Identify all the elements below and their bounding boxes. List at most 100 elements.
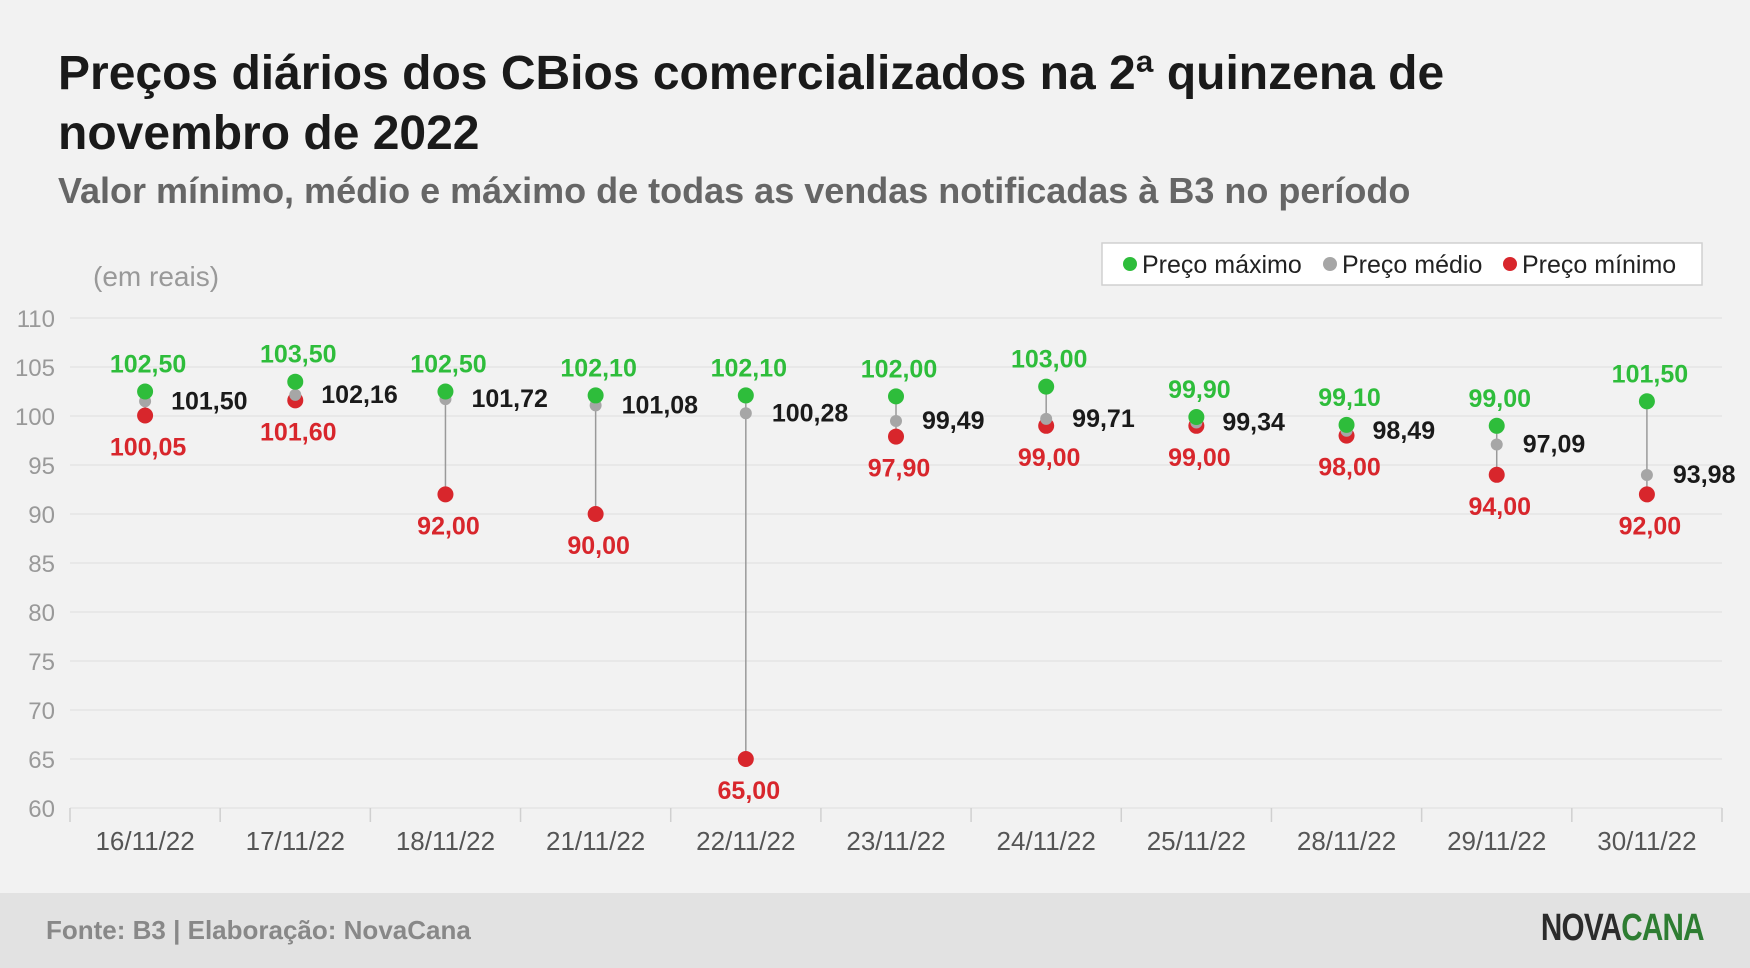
avg-point bbox=[739, 407, 752, 420]
avg-point bbox=[1040, 412, 1053, 425]
chart-title: Preços diários dos CBios comercializados… bbox=[58, 47, 1445, 160]
max-point bbox=[1638, 393, 1655, 410]
x-tick-label: 23/11/22 bbox=[846, 826, 945, 856]
x-tick-label: 29/11/22 bbox=[1447, 826, 1546, 856]
max-point bbox=[888, 388, 904, 405]
y-tick-label: 90 bbox=[28, 502, 55, 529]
max-point bbox=[587, 387, 604, 404]
min-point bbox=[1488, 466, 1505, 483]
x-tick-label: 17/11/22 bbox=[246, 826, 345, 856]
legend-marker bbox=[1323, 257, 1337, 271]
legend: Preço máximo Preço médio Preço mínimo bbox=[1101, 242, 1703, 286]
max-label: 102,50 bbox=[110, 351, 186, 379]
y-tick-label: 65 bbox=[28, 747, 55, 774]
max-point bbox=[287, 373, 304, 390]
x-axis-ticks: 16/11/22 17/11/22 18/11/22 21/11/22 22/11/22… bbox=[69, 808, 1723, 856]
data-labels: 102,50 101,50 100,05 103,50 102,16 101,60 102,… bbox=[110, 341, 1736, 805]
avg-label: 101,50 bbox=[171, 387, 247, 415]
avg-label: 100,28 bbox=[772, 399, 849, 427]
y-tick-label: 70 bbox=[28, 698, 55, 725]
avg-point bbox=[1640, 468, 1653, 481]
max-point bbox=[1188, 408, 1205, 425]
max-point bbox=[1038, 378, 1055, 395]
min-label: 92,00 bbox=[417, 512, 480, 540]
avg-label: 99,49 bbox=[922, 407, 985, 435]
min-point bbox=[137, 407, 154, 424]
y-tick-label: 80 bbox=[28, 600, 55, 627]
x-tick-label: 21/11/22 bbox=[546, 826, 645, 856]
y-tick-label: 60 bbox=[28, 796, 55, 823]
legend-label: Preço máximo bbox=[1142, 251, 1302, 279]
avg-label: 93,98 bbox=[1673, 461, 1736, 489]
max-point bbox=[1488, 417, 1505, 434]
max-label: 99,00 bbox=[1468, 385, 1531, 413]
max-point bbox=[437, 383, 454, 400]
min-label: 97,90 bbox=[868, 455, 931, 483]
min-label: 99,00 bbox=[1018, 444, 1081, 472]
max-label: 99,10 bbox=[1318, 384, 1381, 412]
legend-marker bbox=[1123, 257, 1137, 271]
y-tick-label: 105 bbox=[15, 355, 55, 382]
min-label: 100,05 bbox=[110, 434, 187, 462]
data-points bbox=[137, 373, 1655, 767]
max-label: 103,00 bbox=[1011, 346, 1087, 374]
avg-point bbox=[890, 414, 902, 427]
min-point bbox=[1638, 486, 1655, 503]
y-axis-ticks: 60 65 70 75 80 85 90 95 100 105 110 bbox=[15, 306, 55, 823]
max-label: 102,00 bbox=[861, 355, 937, 383]
avg-point bbox=[1490, 438, 1503, 451]
x-tick-label: 28/11/22 bbox=[1297, 826, 1396, 856]
min-point bbox=[737, 751, 754, 767]
x-tick-label: 16/11/22 bbox=[95, 826, 194, 856]
min-label: 101,60 bbox=[260, 418, 336, 446]
min-point bbox=[888, 428, 904, 445]
legend-label: Preço mínimo bbox=[1522, 251, 1676, 279]
avg-label: 101,72 bbox=[471, 385, 547, 413]
avg-label: 102,16 bbox=[321, 381, 397, 409]
max-label: 103,50 bbox=[260, 341, 336, 369]
novacana-logo: NOVACANA bbox=[1541, 907, 1705, 950]
x-tick-label: 24/11/22 bbox=[997, 826, 1096, 856]
y-tick-label: 95 bbox=[28, 453, 55, 480]
avg-point bbox=[289, 388, 302, 401]
y-tick-label: 100 bbox=[15, 404, 55, 431]
x-tick-label: 18/11/22 bbox=[396, 826, 495, 856]
legend-label: Preço médio bbox=[1342, 251, 1482, 279]
chart-area: 60 65 70 75 80 85 90 95 100 105 110 16/11/22 17/11/… bbox=[15, 242, 1736, 856]
max-label: 99,90 bbox=[1168, 376, 1231, 404]
legend-box bbox=[1101, 242, 1703, 286]
y-tick-label: 75 bbox=[28, 649, 55, 676]
max-label: 102,10 bbox=[560, 354, 636, 382]
min-label: 90,00 bbox=[567, 532, 630, 560]
max-label: 102,50 bbox=[410, 351, 486, 379]
max-point bbox=[1338, 416, 1355, 433]
min-label: 65,00 bbox=[718, 777, 781, 805]
x-tick-label: 22/11/22 bbox=[696, 826, 795, 856]
avg-label: 99,34 bbox=[1222, 408, 1285, 436]
min-label: 98,00 bbox=[1318, 454, 1381, 482]
max-label: 101,50 bbox=[1612, 360, 1688, 388]
legend-marker bbox=[1503, 257, 1517, 271]
x-tick-label: 25/11/22 bbox=[1147, 826, 1246, 856]
max-point bbox=[137, 383, 154, 400]
y-tick-label: 110 bbox=[17, 306, 55, 333]
avg-label: 97,09 bbox=[1523, 431, 1586, 459]
x-tick-label: 30/11/22 bbox=[1597, 826, 1696, 856]
min-label: 92,00 bbox=[1619, 512, 1682, 540]
min-point bbox=[587, 506, 604, 522]
avg-label: 98,49 bbox=[1373, 417, 1436, 445]
max-label: 102,10 bbox=[711, 354, 787, 382]
min-label: 94,00 bbox=[1468, 493, 1531, 521]
y-tick-label: 85 bbox=[28, 551, 55, 578]
min-point bbox=[437, 486, 454, 503]
min-label: 99,00 bbox=[1168, 444, 1231, 472]
y-unit-label: (em reais) bbox=[93, 261, 219, 292]
logo-part-1: NOVA bbox=[1541, 907, 1622, 949]
logo-part-2: CANA bbox=[1621, 907, 1704, 949]
avg-label: 99,71 bbox=[1072, 405, 1135, 433]
chart-subtitle: Valor mínimo, médio e máximo de todas as… bbox=[58, 170, 1411, 211]
avg-label: 101,08 bbox=[622, 391, 699, 419]
source-note: Fonte: B3 | Elaboração: NovaCana bbox=[46, 915, 471, 945]
max-point bbox=[737, 387, 754, 404]
footer: Fonte: B3 | Elaboração: NovaCana NOVACAN… bbox=[0, 893, 1750, 968]
